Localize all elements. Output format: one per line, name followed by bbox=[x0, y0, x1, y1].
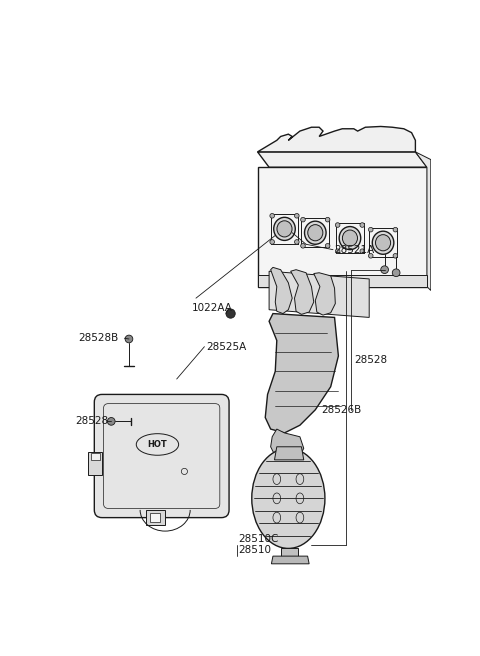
Polygon shape bbox=[258, 127, 415, 152]
Polygon shape bbox=[271, 429, 304, 460]
Text: 28510: 28510 bbox=[238, 545, 271, 555]
Circle shape bbox=[300, 243, 305, 248]
Polygon shape bbox=[91, 453, 100, 460]
Circle shape bbox=[270, 213, 275, 218]
Circle shape bbox=[295, 239, 299, 244]
Circle shape bbox=[360, 222, 365, 228]
Circle shape bbox=[381, 266, 388, 274]
Ellipse shape bbox=[342, 230, 358, 246]
Circle shape bbox=[369, 253, 373, 258]
Ellipse shape bbox=[308, 224, 323, 241]
Polygon shape bbox=[291, 270, 314, 314]
Text: 1022AA: 1022AA bbox=[192, 303, 233, 313]
Circle shape bbox=[300, 217, 305, 222]
Text: 28521A: 28521A bbox=[335, 245, 375, 255]
Circle shape bbox=[325, 217, 330, 222]
Circle shape bbox=[295, 213, 299, 218]
Polygon shape bbox=[275, 447, 304, 460]
Ellipse shape bbox=[277, 221, 292, 237]
Ellipse shape bbox=[372, 231, 394, 255]
Polygon shape bbox=[258, 152, 427, 167]
Circle shape bbox=[393, 253, 398, 258]
Polygon shape bbox=[146, 510, 165, 525]
Ellipse shape bbox=[339, 226, 361, 250]
Polygon shape bbox=[88, 452, 102, 475]
FancyBboxPatch shape bbox=[94, 394, 229, 518]
Text: HOT: HOT bbox=[147, 440, 168, 449]
Polygon shape bbox=[415, 152, 431, 291]
Circle shape bbox=[392, 269, 400, 277]
Ellipse shape bbox=[375, 235, 391, 251]
Text: 28528: 28528 bbox=[75, 417, 108, 426]
Circle shape bbox=[360, 249, 365, 253]
Circle shape bbox=[108, 417, 115, 425]
Polygon shape bbox=[314, 273, 336, 315]
Circle shape bbox=[125, 335, 133, 343]
Polygon shape bbox=[258, 167, 427, 287]
Polygon shape bbox=[150, 513, 160, 522]
Circle shape bbox=[226, 309, 235, 318]
Circle shape bbox=[369, 228, 373, 232]
Text: 28510C: 28510C bbox=[238, 534, 279, 544]
Circle shape bbox=[336, 222, 340, 228]
Ellipse shape bbox=[304, 221, 326, 244]
Text: 28528B: 28528B bbox=[78, 333, 119, 343]
Circle shape bbox=[270, 239, 275, 244]
Polygon shape bbox=[271, 556, 309, 564]
Polygon shape bbox=[271, 268, 292, 314]
Polygon shape bbox=[258, 275, 427, 287]
Circle shape bbox=[325, 243, 330, 248]
Circle shape bbox=[336, 249, 340, 253]
Text: 28525A: 28525A bbox=[206, 342, 246, 352]
Text: 28526B: 28526B bbox=[322, 405, 362, 415]
Polygon shape bbox=[265, 314, 338, 433]
Text: 28528: 28528 bbox=[354, 355, 387, 365]
Circle shape bbox=[393, 228, 398, 232]
Polygon shape bbox=[269, 271, 369, 318]
Ellipse shape bbox=[252, 448, 325, 548]
Polygon shape bbox=[281, 548, 298, 560]
Ellipse shape bbox=[274, 217, 295, 240]
